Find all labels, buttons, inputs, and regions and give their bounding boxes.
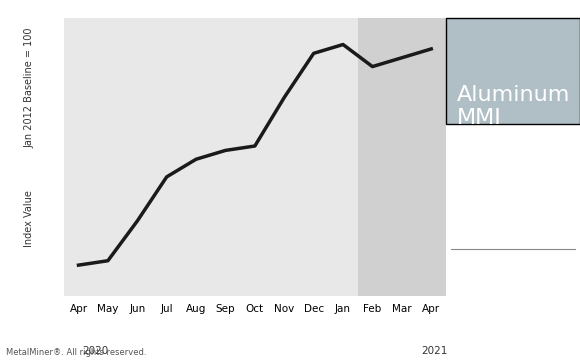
Text: Aluminum
MMI: Aluminum MMI [456,85,570,128]
Text: MetalMiner®. All rights reserved.: MetalMiner®. All rights reserved. [6,348,146,357]
Text: 2021: 2021 [421,346,448,356]
FancyBboxPatch shape [446,18,580,124]
Text: March to
April
Up 2.0%: March to April Up 2.0% [484,179,545,230]
Text: Index Value: Index Value [24,190,34,247]
Text: 2020: 2020 [82,346,109,356]
Bar [358,18,446,296]
Text: Jan 2012 Baseline = 100: Jan 2012 Baseline = 100 [24,27,34,148]
